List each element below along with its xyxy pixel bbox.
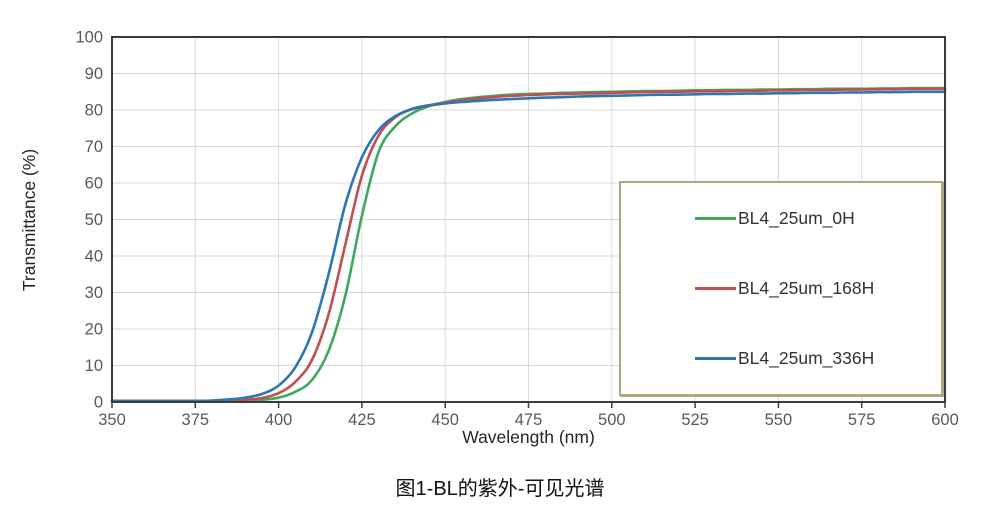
x-tick-label: 475	[515, 411, 543, 429]
legend-entry-336h: BL4_25um_336H	[695, 348, 941, 369]
x-tick-label: 425	[348, 411, 376, 429]
y-tick-label: 0	[94, 394, 103, 412]
legend-line-red-icon	[695, 286, 736, 290]
x-axis-title: Wavelength (nm)	[462, 427, 595, 447]
x-tick-label: 400	[265, 411, 293, 429]
legend-label: BL4_25um_336H	[738, 348, 875, 369]
x-tick-label: 525	[681, 411, 709, 429]
x-tick-label: 350	[98, 411, 126, 429]
legend-line-green-icon	[695, 216, 736, 220]
y-tick-label: 90	[85, 65, 103, 83]
x-tick-label: 450	[431, 411, 459, 429]
y-tick-label: 10	[85, 357, 103, 375]
legend-label: BL4_25um_0H	[738, 207, 855, 228]
series-line-BL4_25um_336H	[110, 90, 947, 403]
y-tick-label: 30	[85, 284, 103, 302]
y-tick-label: 70	[85, 138, 103, 156]
y-tick-label: 20	[85, 321, 103, 339]
x-tick-label: 375	[182, 411, 210, 429]
x-tick-label: 600	[931, 411, 959, 429]
y-tick-label: 40	[85, 248, 103, 266]
legend-box: BL4_25um_0H BL4_25um_168H BL4_25um_336H	[619, 181, 943, 396]
plot-border	[111, 36, 946, 403]
legend-entry-168h: BL4_25um_168H	[695, 278, 941, 299]
legend-label: BL4_25um_168H	[738, 277, 875, 298]
y-tick-label: 50	[85, 211, 103, 229]
series-line-BL4_25um_168H	[110, 87, 947, 403]
chart-canvas: 350 375 400 425 450 475 500 525 550 575 600 0 10 20 30…	[75, 29, 959, 430]
y-tick-label: 100	[75, 29, 103, 47]
y-tick-label: 80	[85, 102, 103, 120]
y-tick-label: 60	[85, 175, 103, 193]
x-tick-label: 575	[848, 411, 876, 429]
legend-line-blue-icon	[695, 357, 736, 361]
x-tick-label: 550	[765, 411, 793, 429]
y-axis-title: Transmittance (%)	[19, 148, 39, 292]
x-tick-label: 500	[598, 411, 626, 429]
figure-caption: 图1-BL的紫外-可见光谱	[395, 478, 605, 500]
legend-entry-0h: BL4_25um_0H	[695, 208, 941, 229]
